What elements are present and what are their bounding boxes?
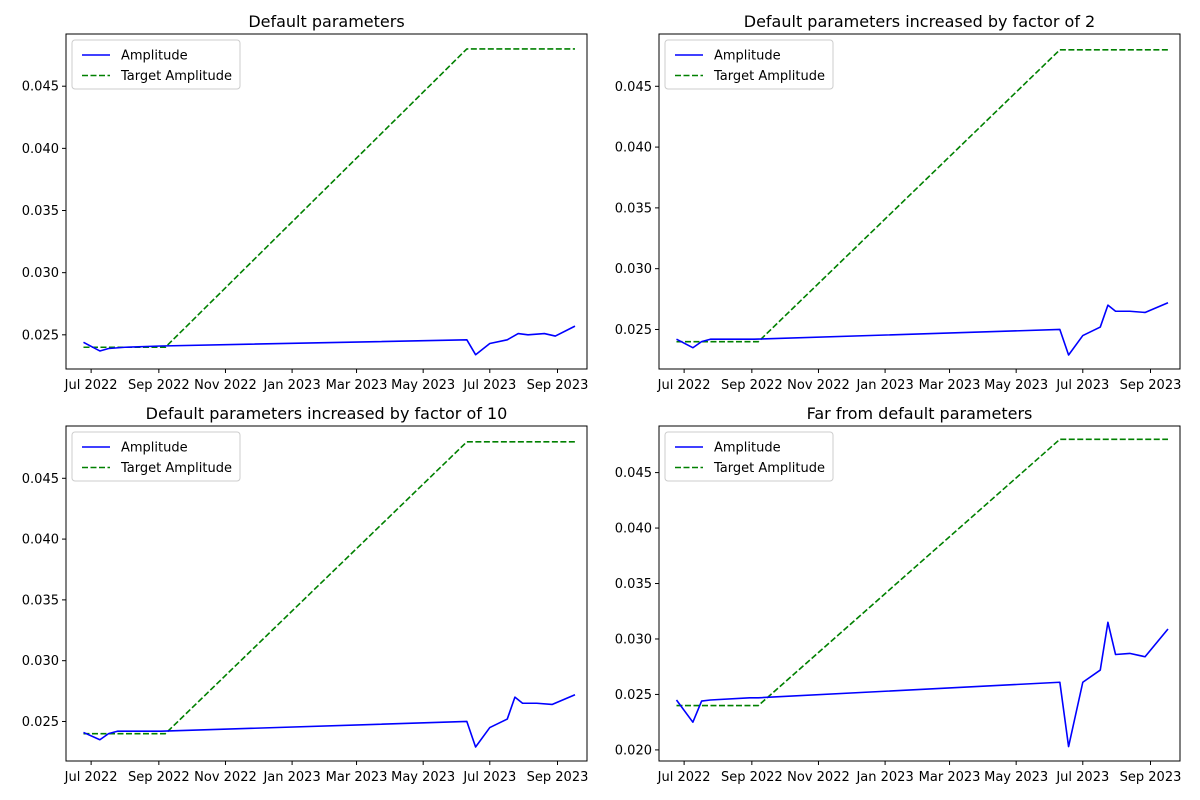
legend-label: Target Amplitude — [120, 461, 232, 476]
y-tick-label: 0.035 — [22, 204, 59, 219]
legend-box — [71, 39, 241, 90]
legend-label: Target Amplitude — [120, 69, 232, 84]
legend-label: Amplitude — [121, 441, 188, 456]
x-tick-label: Jul 2022 — [657, 378, 711, 393]
y-tick-label: 0.040 — [22, 533, 59, 548]
x-tick-label: Sep 2023 — [1120, 378, 1182, 393]
legend: Amplitude Target Amplitude — [664, 39, 834, 90]
y-tick-label: 0.030 — [615, 632, 652, 647]
legend-label: Amplitude — [714, 49, 781, 64]
y-tick-label: 0.040 — [22, 142, 59, 157]
x-tick-label: May 2023 — [984, 378, 1048, 393]
series-line-target-amplitude — [676, 49, 1168, 343]
x-tick-label: Sep 2022 — [721, 770, 783, 785]
y-tick-label: 0.035 — [22, 593, 59, 608]
x-tick-label: Jan 2023 — [855, 770, 913, 785]
legend-box — [664, 431, 834, 482]
legend-label: Target Amplitude — [713, 461, 825, 476]
x-tick-label: Jul 2022 — [64, 378, 118, 393]
x-tick-label: Mar 2023 — [326, 770, 388, 785]
legend-label: Target Amplitude — [713, 69, 825, 84]
y-tick-label: 0.025 — [22, 715, 59, 730]
y-tick-label: 0.025 — [22, 328, 59, 343]
x-tick-label: May 2023 — [984, 770, 1048, 785]
chart-title: Default parameters increased by factor o… — [744, 12, 1095, 31]
series-line-target-amplitude — [83, 48, 575, 349]
y-tick-label: 0.035 — [615, 201, 652, 216]
axes-frame — [65, 425, 588, 762]
series-line-amplitude — [83, 325, 576, 356]
subplot-1: Default parameters 0.025 0.030 0.035 0.040 0.… — [22, 12, 589, 393]
axes-frame — [658, 33, 1181, 370]
chart-title: Far from default parameters — [807, 404, 1033, 423]
y-tick-label: 0.025 — [615, 688, 652, 703]
y-tick-label: 0.035 — [615, 577, 652, 592]
x-tick-label: Jul 2023 — [462, 770, 516, 785]
series-line-amplitude — [675, 621, 1169, 748]
legend-label: Amplitude — [121, 49, 188, 64]
subplot-3: Default parameters increased by factor o… — [22, 404, 589, 785]
axes-frame — [658, 425, 1181, 762]
x-tick-label: Jul 2023 — [1055, 378, 1109, 393]
x-tick-label: Jan 2023 — [262, 378, 320, 393]
y-tick-label: 0.020 — [615, 743, 652, 758]
subplot-2: Default parameters increased by factor o… — [615, 12, 1182, 393]
axes-frame — [65, 33, 588, 370]
x-tick-label: Jan 2023 — [262, 770, 320, 785]
x-tick-label: Jul 2022 — [64, 770, 118, 785]
y-tick-label: 0.030 — [22, 654, 59, 669]
x-tick-label: Jul 2023 — [1055, 770, 1109, 785]
legend-box — [664, 39, 834, 90]
y-tick-label: 0.045 — [615, 80, 652, 95]
legend: Amplitude Target Amplitude — [71, 39, 241, 90]
x-tick-label: May 2023 — [391, 770, 455, 785]
y-tick-label: 0.025 — [615, 323, 652, 338]
x-tick-label: Sep 2022 — [721, 378, 783, 393]
x-tick-label: Sep 2023 — [527, 770, 589, 785]
y-tick-label: 0.040 — [615, 141, 652, 156]
x-tick-label: Sep 2023 — [527, 378, 589, 393]
chart-title: Default parameters increased by factor o… — [146, 404, 508, 423]
x-tick-label: Jan 2023 — [855, 378, 913, 393]
x-tick-label: Nov 2022 — [194, 378, 257, 393]
series-line-target-amplitude — [676, 438, 1168, 707]
x-tick-label: Sep 2022 — [128, 770, 190, 785]
subplot-4: Far from default parameters 0.020 0.025 0.0… — [615, 404, 1182, 785]
series-line-amplitude — [676, 301, 1169, 356]
y-tick-label: 0.040 — [615, 522, 652, 537]
y-tick-label: 0.030 — [615, 262, 652, 277]
x-tick-label: Jul 2023 — [462, 378, 516, 393]
y-tick-label: 0.045 — [615, 466, 652, 481]
x-tick-label: Nov 2022 — [194, 770, 257, 785]
series-line-target-amplitude — [83, 441, 575, 735]
x-tick-label: Nov 2022 — [787, 378, 850, 393]
x-tick-label: Sep 2023 — [1120, 770, 1182, 785]
x-tick-label: Jul 2022 — [657, 770, 711, 785]
chart-title: Default parameters — [248, 12, 404, 31]
series-line-amplitude — [83, 693, 576, 748]
legend-label: Amplitude — [714, 441, 781, 456]
legend-box — [71, 431, 241, 482]
legend: Amplitude Target Amplitude — [71, 431, 241, 482]
x-tick-label: Sep 2022 — [128, 378, 190, 393]
legend: Amplitude Target Amplitude — [664, 431, 834, 482]
x-tick-label: Nov 2022 — [787, 770, 850, 785]
y-tick-label: 0.045 — [22, 80, 59, 95]
x-tick-label: Mar 2023 — [326, 378, 388, 393]
x-tick-label: Mar 2023 — [919, 770, 981, 785]
y-tick-label: 0.045 — [22, 472, 59, 487]
x-tick-label: Mar 2023 — [919, 378, 981, 393]
x-tick-label: May 2023 — [391, 378, 455, 393]
y-tick-label: 0.030 — [22, 266, 59, 281]
